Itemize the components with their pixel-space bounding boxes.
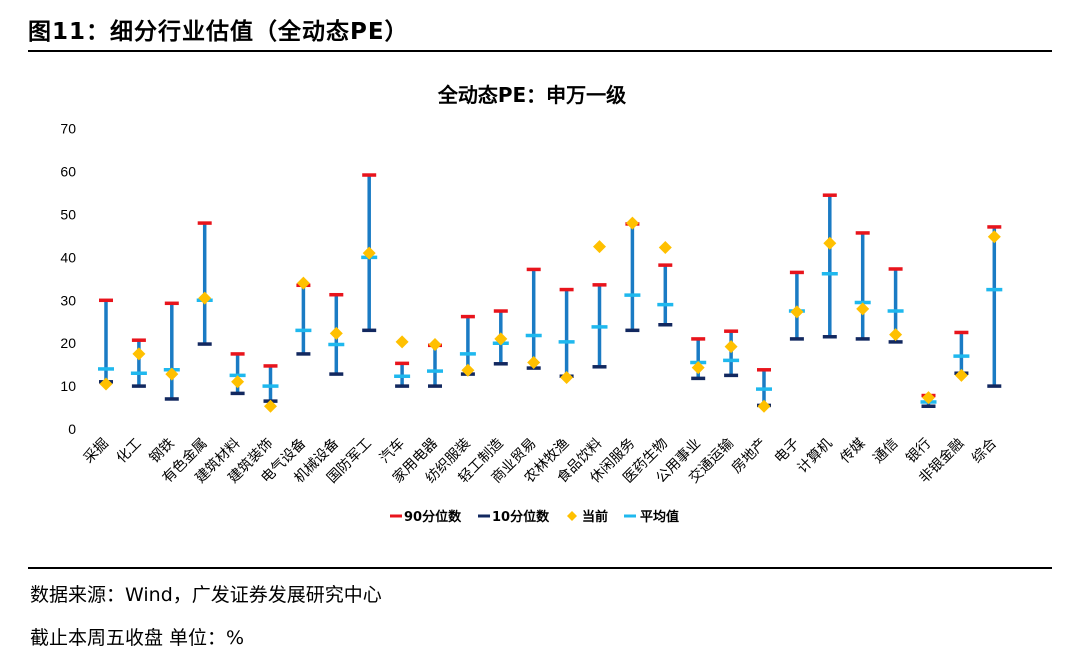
y-tick-label: 70: [60, 121, 76, 137]
legend-swatch: [567, 511, 577, 521]
y-tick-label: 60: [60, 164, 76, 180]
legend-label: 10分位数: [492, 509, 550, 525]
current-marker: [99, 377, 113, 391]
current-marker: [296, 276, 310, 290]
current-marker: [856, 302, 870, 316]
source-note: 数据来源：Wind，广发证券发展研究中心: [30, 584, 382, 606]
bars-layer: [98, 173, 1003, 413]
current-marker: [329, 326, 343, 340]
unit-note: 截止本周五收盘 单位：%: [30, 627, 245, 649]
y-axis: 0 10 20 30 40 50 60 70: [60, 121, 76, 437]
current-marker: [264, 399, 277, 413]
current-marker: [362, 246, 376, 260]
x-tick-label: 房地产: [729, 436, 770, 477]
top-rule: [28, 50, 1052, 52]
current-marker: [198, 291, 212, 305]
y-tick-label: 20: [60, 335, 76, 351]
x-tick-label: 计算机: [795, 436, 836, 477]
current-marker: [560, 371, 574, 385]
current-marker: [428, 337, 442, 351]
x-tick-label: 通信: [870, 436, 901, 467]
figure-title: 图11：细分行业估值（全动态PE）: [28, 19, 409, 45]
legend-label: 平均值: [640, 509, 679, 525]
x-tick-label: 传媒: [837, 436, 868, 467]
current-marker: [625, 216, 639, 230]
current-marker: [889, 328, 903, 342]
current-marker: [922, 391, 935, 405]
current-marker: [165, 367, 179, 381]
x-tick-label: 化工: [114, 436, 145, 467]
bottom-rule: [28, 567, 1052, 569]
current-marker: [823, 236, 837, 250]
legend-label: 当前: [582, 509, 608, 525]
current-marker: [132, 347, 146, 361]
y-tick-label: 10: [60, 378, 76, 394]
chart: 全动态PE：申万一级 0 10 20 30 40 50 60 70 采掘 化工 钢铁有色金属建筑材…: [60, 83, 1003, 525]
y-tick-label: 30: [60, 292, 76, 308]
legend: 90分位数 10分位数 当前 平均值: [390, 509, 679, 525]
current-marker: [954, 368, 968, 382]
current-marker: [691, 361, 705, 375]
current-marker: [461, 363, 475, 377]
current-marker: [757, 399, 771, 413]
chart-title: 全动态PE：申万一级: [437, 83, 626, 107]
y-tick-label: 50: [60, 207, 76, 223]
y-tick-label: 40: [60, 249, 76, 265]
x-tick-label: 综合: [969, 436, 1000, 467]
current-marker: [494, 332, 508, 346]
current-marker: [724, 340, 738, 354]
current-marker: [790, 305, 804, 319]
current-marker: [395, 335, 409, 349]
y-tick-label: 0: [68, 421, 76, 437]
legend-label: 90分位数: [404, 509, 462, 525]
x-tick-label: 采掘: [81, 436, 112, 467]
current-marker: [987, 230, 1001, 244]
current-marker: [527, 356, 541, 370]
current-marker: [593, 240, 606, 254]
current-marker: [231, 375, 245, 389]
current-marker: [658, 241, 672, 255]
